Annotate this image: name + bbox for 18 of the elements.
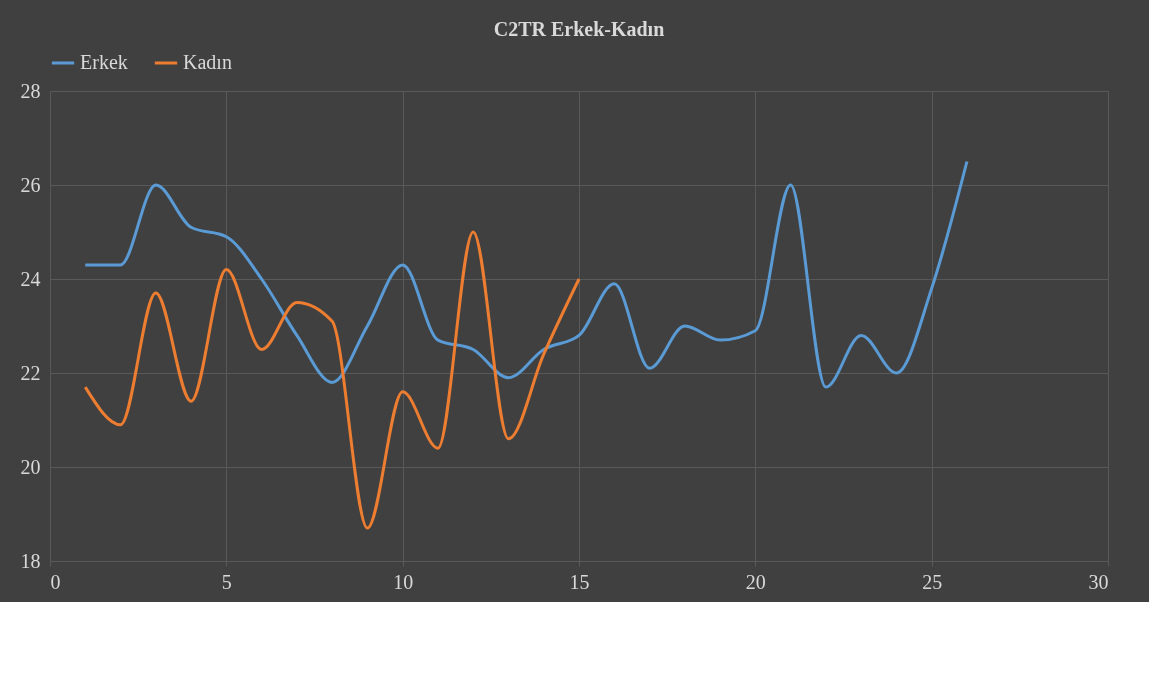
line-series (83, 230, 581, 530)
x-tick-label: 0 (50, 570, 61, 593)
x-tick-label: 30 (1088, 570, 1109, 593)
y-tick-label: 18 (20, 549, 41, 572)
y-tick-label: 28 (20, 79, 41, 102)
y-tick-label: 20 (20, 455, 41, 478)
line-series (83, 160, 969, 389)
x-tick-label: 10 (393, 570, 414, 593)
y-tick-label: 24 (20, 267, 41, 290)
x-tick-label: 20 (745, 570, 766, 593)
x-tick-label: 5 (221, 570, 232, 593)
chart-title: C2TR Erkek-Kadın (493, 18, 665, 40)
legend-label: Erkek (80, 51, 128, 73)
legend-label: Kadın (183, 51, 232, 73)
y-tick-label: 26 (20, 173, 41, 196)
x-tick-label: 15 (569, 570, 590, 593)
x-tick-label: 25 (922, 570, 943, 593)
y-tick-label: 22 (20, 361, 41, 384)
